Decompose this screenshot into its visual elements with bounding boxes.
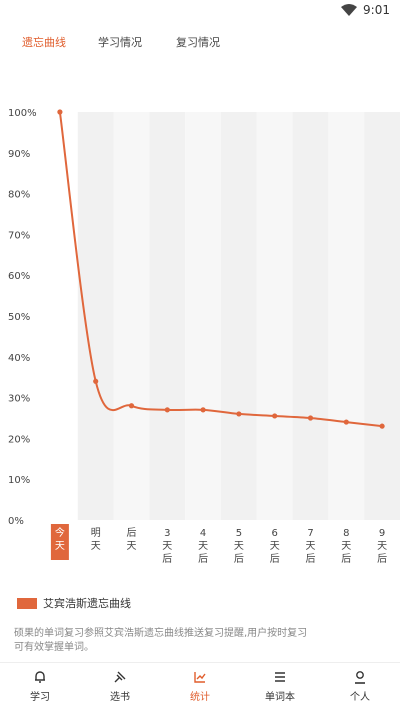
person-icon — [330, 669, 390, 685]
tab-review-status[interactable]: 复习情况 — [176, 36, 220, 49]
wifi-icon — [341, 4, 358, 16]
chart-column-band — [256, 112, 293, 520]
x-tick-label: 天 — [162, 541, 172, 552]
bottom-nav: 学习 选书 统计 单词本 个人 — [0, 662, 400, 710]
x-tick-label: 天 — [198, 541, 208, 552]
nav-label: 学习 — [30, 692, 50, 703]
data-point — [164, 407, 170, 413]
x-tick-label: 后 — [306, 553, 316, 565]
forgetting-curve-chart: 100%90%80%70%60%50%40%30%20%10%0%今天明天后天3… — [8, 108, 400, 565]
list-icon — [250, 669, 310, 685]
x-tick-label: 天 — [127, 541, 137, 552]
y-tick-label: 60% — [8, 271, 30, 282]
nav-item-select-book[interactable]: 选书 — [90, 669, 150, 703]
chart-column-band — [221, 112, 257, 520]
y-tick-label: 40% — [8, 353, 30, 364]
x-tick-label: 6 — [272, 528, 278, 539]
chart-icon — [170, 669, 230, 685]
bell-icon — [10, 669, 70, 685]
x-tick-label: 明 — [91, 527, 101, 539]
x-tick-label: 5 — [236, 528, 242, 539]
y-tick-label: 10% — [8, 475, 30, 486]
nav-item-wordbook[interactable]: 单词本 — [250, 669, 310, 703]
pin-icon — [90, 669, 150, 685]
data-point — [93, 378, 99, 384]
x-tick-label: 今 — [55, 526, 65, 539]
y-tick-label: 0% — [8, 516, 24, 527]
data-point — [272, 413, 278, 419]
x-tick-label: 后 — [162, 553, 172, 565]
x-tick-label: 天 — [91, 541, 101, 552]
data-point — [343, 419, 349, 425]
data-point — [236, 411, 242, 417]
nav-label: 单词本 — [265, 692, 295, 703]
x-tick-label: 7 — [307, 528, 313, 539]
chart-legend: 艾宾浩斯遗忘曲线 — [17, 595, 131, 611]
y-tick-label: 90% — [8, 149, 30, 160]
x-tick-label: 天 — [270, 541, 280, 552]
chart-column-band — [185, 112, 221, 520]
x-tick-label: 天 — [377, 541, 387, 552]
nav-label: 选书 — [110, 692, 130, 703]
x-tick-label: 后 — [234, 553, 244, 565]
x-tick-label: 后 — [127, 527, 137, 539]
nav-item-statistics[interactable]: 统计 — [170, 669, 230, 703]
x-tick-label: 8 — [343, 528, 349, 539]
nav-item-study[interactable]: 学习 — [10, 669, 70, 703]
nav-item-profile[interactable]: 个人 — [330, 669, 390, 703]
x-tick-label: 9 — [379, 528, 385, 539]
y-tick-label: 80% — [8, 190, 30, 201]
tab-bar: 遗忘曲线 学习情况 复习情况 — [0, 34, 400, 56]
data-point — [128, 403, 135, 409]
tab-forgetting-curve[interactable]: 遗忘曲线 — [22, 36, 66, 49]
tab-study-status[interactable]: 学习情况 — [98, 36, 142, 49]
chart-column-band — [292, 112, 329, 520]
x-tick-label: 3 — [164, 528, 170, 539]
description-text: 硕果的单词复习参照艾宾浩斯遗忘曲线推送复习提醒,用户按时复习可有效掌握单词。 — [14, 628, 308, 653]
legend-label: 艾宾浩斯遗忘曲线 — [43, 597, 131, 610]
x-label-highlight — [50, 524, 69, 560]
status-time: 9:01 — [363, 3, 390, 17]
x-tick-label: 天 — [306, 541, 316, 552]
data-point — [307, 415, 314, 421]
chart-column-band — [149, 112, 186, 520]
data-point — [379, 423, 385, 429]
chart-column-band — [364, 112, 400, 520]
y-tick-label: 30% — [8, 394, 30, 405]
chart-column-band — [42, 112, 78, 520]
x-tick-label: 4 — [200, 528, 206, 539]
y-tick-label: 70% — [8, 230, 30, 241]
x-tick-label: 天 — [341, 541, 351, 552]
y-tick-label: 50% — [8, 312, 30, 323]
x-tick-label: 后 — [198, 553, 208, 565]
x-tick-label: 后 — [341, 553, 351, 565]
x-tick-label: 天 — [55, 541, 65, 552]
data-point — [200, 407, 206, 413]
x-tick-label: 天 — [234, 541, 244, 552]
x-tick-label: 后 — [270, 553, 280, 565]
legend-swatch — [17, 597, 37, 609]
y-tick-label: 20% — [8, 434, 30, 445]
chart-column-band — [328, 112, 365, 520]
nav-label: 个人 — [350, 692, 370, 703]
chart-column-band — [113, 112, 150, 520]
status-bar: 9:01 — [0, 0, 400, 22]
x-tick-label: 后 — [377, 553, 387, 565]
data-point — [57, 109, 63, 115]
y-tick-label: 100% — [8, 108, 37, 119]
nav-label: 统计 — [190, 692, 210, 703]
chart-column-band — [77, 112, 114, 520]
